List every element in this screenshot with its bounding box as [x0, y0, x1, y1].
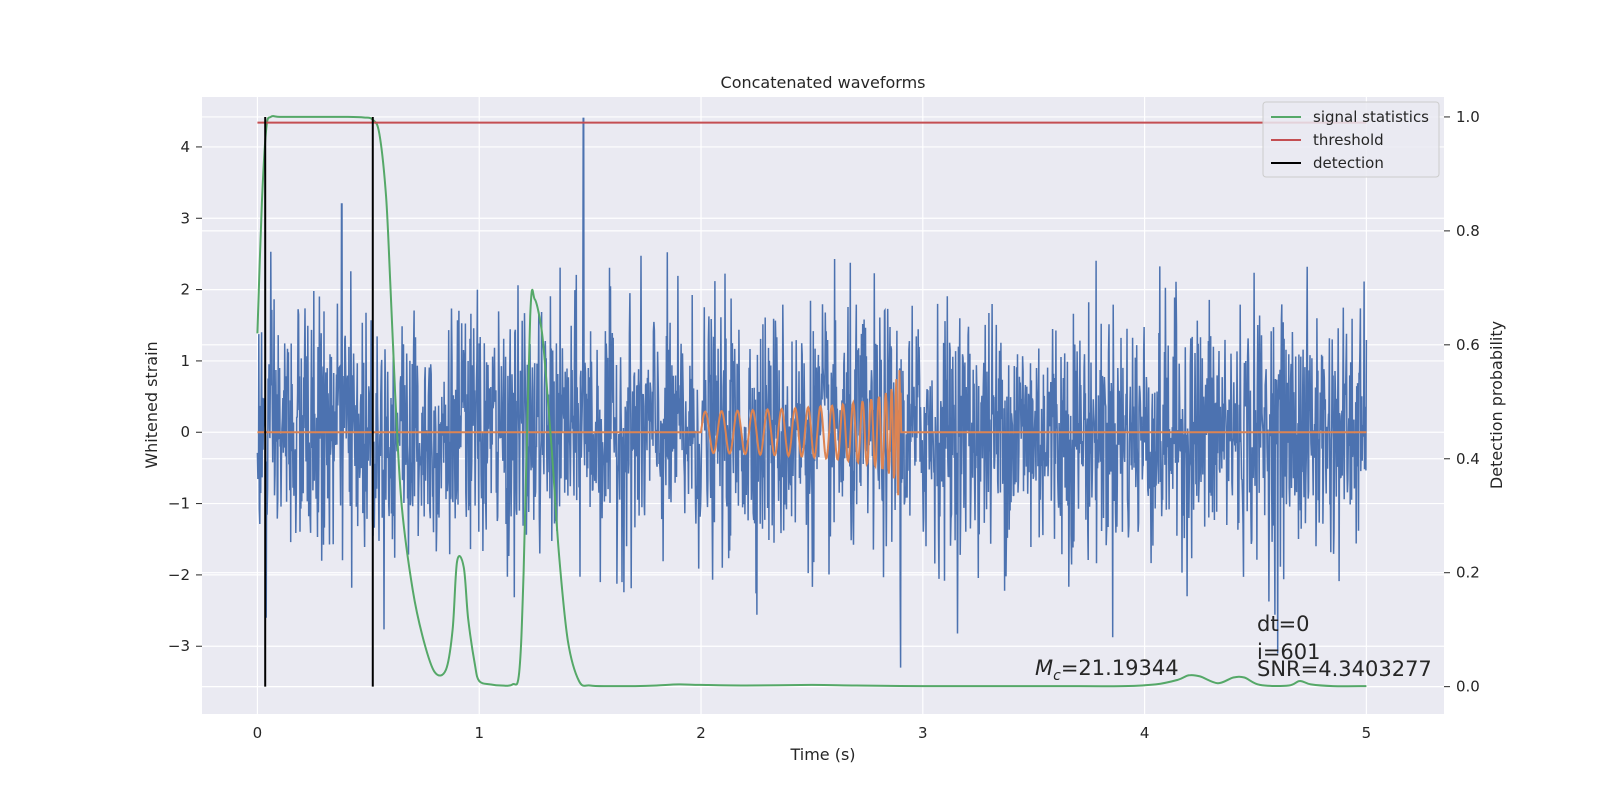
annotation-mc-subscript: c [1053, 668, 1061, 684]
annotation-mc-symbol: M [1035, 656, 1053, 680]
y-tick-label: −1 [168, 495, 190, 513]
x-tick-label: 0 [253, 724, 263, 742]
y2-tick-label: 0.4 [1456, 450, 1480, 468]
annotation-chirp-mass: Mc=21.19344 [1035, 656, 1179, 684]
y-axis-label: Whitened strain [142, 341, 161, 468]
chart-title: Concatenated waveforms [721, 73, 926, 92]
detection-lines [264, 116, 374, 687]
x-tick-label: 4 [1140, 724, 1150, 742]
y2-tick-label: 0.8 [1456, 222, 1480, 240]
annotation-index: i=601 [1257, 640, 1321, 664]
y-tick-label: −2 [168, 566, 190, 584]
x-tick-label: 1 [474, 724, 484, 742]
series-template-waveform-line [257, 370, 1367, 496]
y2-tick-label: 0.6 [1456, 336, 1480, 354]
y-tick-label: 3 [180, 209, 190, 227]
x-axis-label: Time (s) [789, 745, 855, 764]
y2-tick-label: 0.0 [1456, 678, 1480, 696]
legend: signal statistics threshold detection [1262, 101, 1440, 178]
y2-axis-label: Detection probability [1487, 321, 1506, 489]
plot-area [256, 115, 1368, 688]
annotation-snr: SNR=4.3403277 [1257, 657, 1432, 681]
svg-text:Mc=21.19344: Mc=21.19344 [1035, 656, 1179, 684]
series-signal-statistics-line [256, 115, 1367, 688]
legend-box [1262, 101, 1440, 178]
y-tick-label: 1 [180, 352, 190, 370]
y-tick-label: −3 [168, 637, 190, 655]
series-whitened-strain-line [256, 117, 1368, 668]
x-tick-label: 3 [918, 724, 928, 742]
y2-tick-label: 0.2 [1456, 564, 1480, 582]
x-tick-label: 5 [1362, 724, 1372, 742]
x-tick-label: 2 [696, 724, 706, 742]
y-tick-label: 0 [180, 423, 190, 441]
annotation-mc-value: =21.19344 [1061, 656, 1179, 680]
annotation-dt: dt=0 [1257, 612, 1310, 636]
y-tick-label: 2 [180, 281, 190, 299]
ticks: 0 1 2 3 4 5 −3 −2 −1 0 1 2 3 4 0.0 0.2 0.4 0.6 0.8 1.0 [168, 108, 1480, 742]
legend-label-threshold: threshold [1313, 131, 1384, 149]
legend-label-detection: detection [1313, 154, 1384, 172]
y-tick-label: 4 [180, 138, 190, 156]
legend-label-signal-statistics: signal statistics [1313, 108, 1429, 126]
y2-tick-label: 1.0 [1456, 108, 1480, 126]
